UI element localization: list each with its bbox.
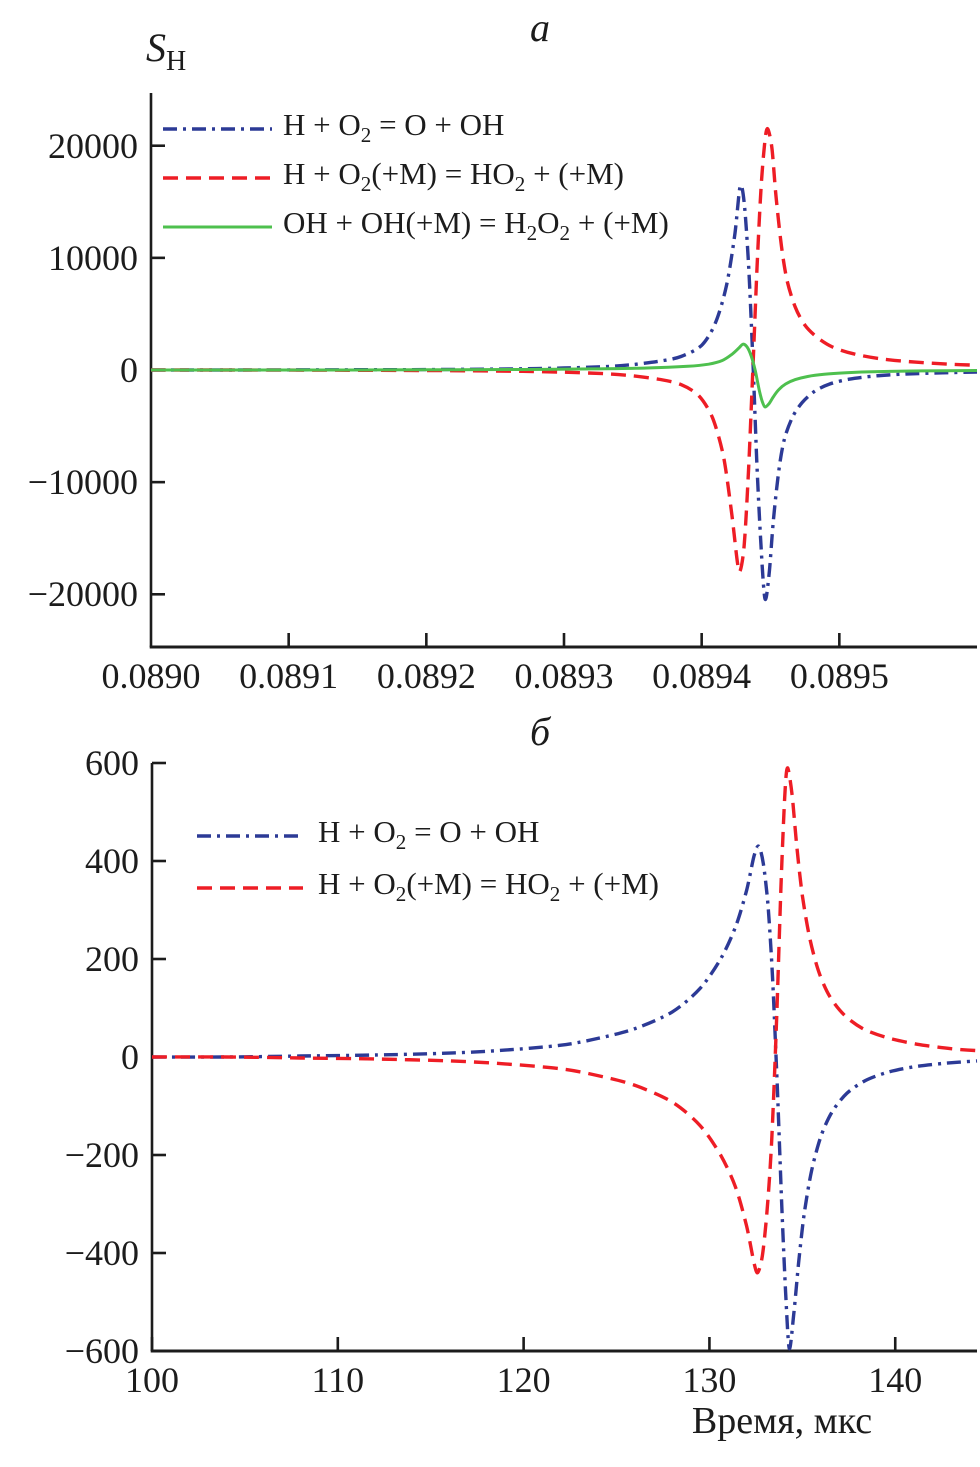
panel-a-title: а xyxy=(530,5,550,50)
y-tick-label-a: 20000 xyxy=(48,125,138,166)
x-tick-label-b: 100 xyxy=(125,1360,179,1400)
series-curve-b-0 xyxy=(151,844,978,1351)
y-tick-label-b: 400 xyxy=(85,841,139,881)
y-tick-label-b: 200 xyxy=(85,939,139,979)
y-axis-label-sub: H xyxy=(166,46,187,77)
series-curve-a-1 xyxy=(150,127,978,574)
x-axis-label: Время, мкс xyxy=(691,1400,873,1442)
y-tick-label-b: 0 xyxy=(121,1037,139,1077)
panel-b-title: б xyxy=(529,709,551,754)
x-tick-label-b: 120 xyxy=(496,1360,551,1400)
x-tick-label-b: 110 xyxy=(311,1360,365,1400)
legend-label-a-1: H + O2(+M) = HO2 + (+M) xyxy=(283,155,624,197)
x-tick-label-a: 0.0893 xyxy=(514,656,614,696)
series-curve-b-1 xyxy=(151,766,978,1275)
x-tick-label-a: 0.0892 xyxy=(376,656,476,696)
legend-label-b-1: H + O2(+M) = HO2 + (+M) xyxy=(318,865,659,907)
y-tick-label-b: −600 xyxy=(64,1331,139,1371)
legend-label-b-0: H + O2 = O + OH xyxy=(318,813,540,855)
y-tick-label-b: −200 xyxy=(64,1135,139,1175)
y-tick-label-a: −10000 xyxy=(27,462,138,503)
series-curve-a-2 xyxy=(150,342,978,409)
x-tick-label-a: 0.0894 xyxy=(652,656,752,696)
y-axis-label-main: S xyxy=(146,25,166,70)
y-tick-label-a: 10000 xyxy=(48,237,138,278)
x-tick-label-b: 140 xyxy=(868,1360,923,1400)
x-tick-label-a: 0.0891 xyxy=(239,656,339,696)
y-tick-label-b: −400 xyxy=(64,1233,139,1273)
series-curve-a-0 xyxy=(150,183,978,602)
y-axis-label: SH xyxy=(146,28,186,76)
y-tick-label-a: 0 xyxy=(120,350,138,390)
x-tick-label-a: 0.0890 xyxy=(101,656,201,696)
y-tick-label-b: 600 xyxy=(85,743,139,783)
x-tick-label-a: 0.0895 xyxy=(789,656,889,696)
y-tick-label-a: −20000 xyxy=(27,574,138,615)
x-tick-label-b: 130 xyxy=(682,1360,737,1400)
legend-label-a-2: OH + OH(+M) = H2O2 + (+M) xyxy=(283,204,669,246)
legend-label-a-0: H + O2 = O + OH xyxy=(283,106,505,148)
